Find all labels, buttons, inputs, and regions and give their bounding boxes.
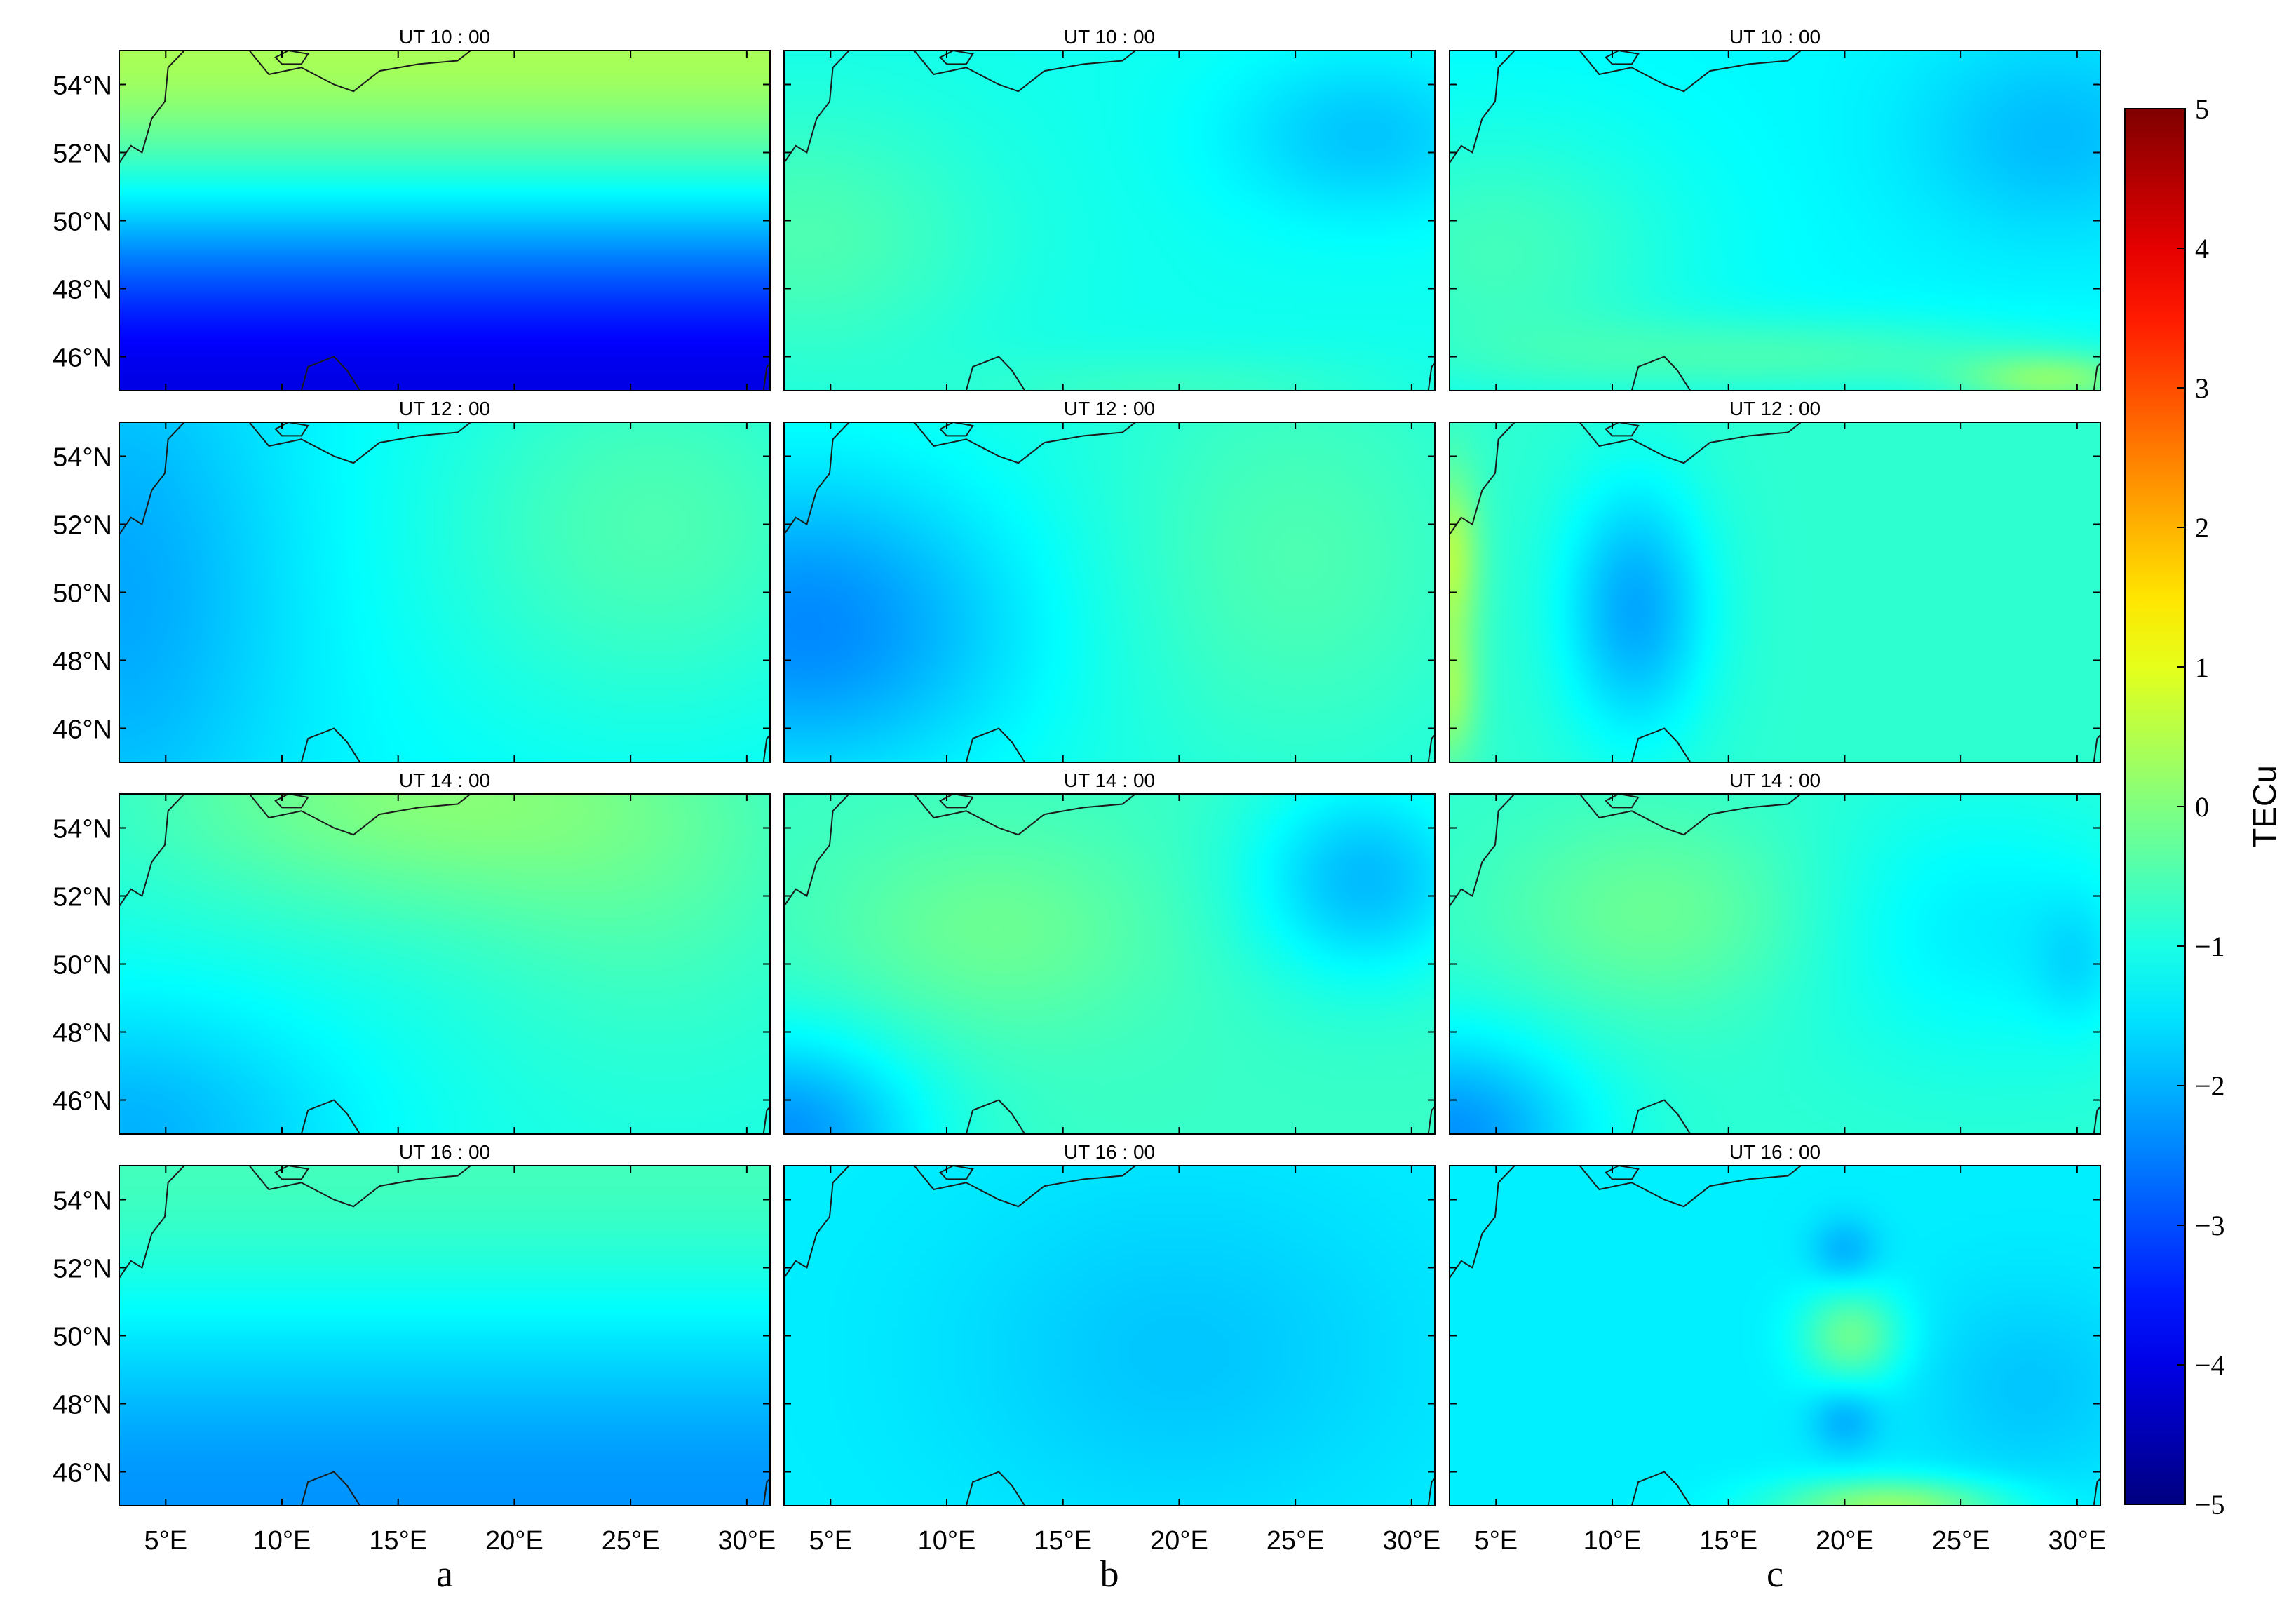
tec-heatmap — [119, 50, 770, 391]
colorbar-tick-label: −4 — [2195, 1349, 2225, 1381]
lat-tick-label: 54°N — [53, 72, 112, 101]
colorbar: −5 −4 −3 −2 −1 0 1 2 3 4 5 TECu — [2124, 93, 2283, 1521]
lon-tick-label: 30°E — [2048, 1526, 2106, 1556]
lon-tick-label: 25°E — [1267, 1526, 1325, 1556]
tec-heatmap — [784, 422, 1435, 762]
lat-tick-label: 52°N — [53, 883, 112, 912]
tec-heatmap — [119, 1166, 770, 1506]
colorbar-tick-label: 1 — [2195, 652, 2209, 683]
map-panel-a-row2: UT 12 : 00 46°N 48°N 50°N 52°N 54°N — [53, 398, 771, 763]
lat-tick-label: 46°N — [53, 1459, 112, 1488]
panel-title: UT 16 : 00 — [1729, 1141, 1821, 1163]
map-panel-b-row1: UT 10 : 00 — [783, 26, 1436, 391]
map-panel-b-row3: UT 14 : 00 — [783, 769, 1436, 1135]
colorbar-tick-label: 3 — [2195, 372, 2209, 404]
colorbar-tick-label: −1 — [2195, 931, 2225, 962]
colorbar-tick-label: 4 — [2195, 233, 2209, 264]
column-label-b: b — [1100, 1553, 1119, 1595]
lon-tick-label: 30°E — [1382, 1526, 1440, 1556]
colorbar-tick-label: 0 — [2195, 791, 2209, 823]
panel-title: UT 10 : 00 — [1729, 26, 1821, 48]
panel-title: UT 14 : 00 — [1064, 769, 1155, 791]
lat-tick-label: 54°N — [53, 443, 112, 473]
lon-tick-label: 20°E — [485, 1526, 543, 1556]
lat-tick-label: 50°N — [53, 208, 112, 237]
tec-heatmap — [784, 50, 1435, 391]
panel-title: UT 14 : 00 — [399, 769, 490, 791]
lat-tick-label: 46°N — [53, 344, 112, 373]
lon-tick-label: 30°E — [717, 1526, 776, 1556]
map-panel-a-row1: UT 10 : 00 46°N 48°N 50°N 52°N 54°N — [53, 26, 771, 391]
lon-tick-label: 10°E — [253, 1526, 311, 1556]
colorbar-label: TECu — [2246, 765, 2283, 848]
map-panel-b-row2: UT 12 : 00 — [783, 398, 1436, 763]
lat-tick-label: 48°N — [53, 276, 112, 305]
map-panel-c-row1: UT 10 : 00 — [1449, 26, 2101, 391]
panel-title: UT 14 : 00 — [1729, 769, 1821, 791]
lat-tick-label: 46°N — [53, 715, 112, 745]
lat-tick-label: 50°N — [53, 951, 112, 980]
lat-tick-label: 54°N — [53, 815, 112, 844]
lat-tick-label: 50°N — [53, 579, 112, 609]
tec-heatmap — [784, 794, 1435, 1134]
panel-title: UT 12 : 00 — [1064, 398, 1155, 419]
column-label-c: c — [1767, 1553, 1783, 1595]
map-panel-b-row4: UT 16 : 00 5°E 10°E 15°E 20°E 25°E 30°E — [783, 1141, 1440, 1556]
lon-tick-label: 20°E — [1150, 1526, 1208, 1556]
map-panel-a-row3: UT 14 : 00 46°N 48°N 50°N 52°N 54°N — [53, 769, 771, 1135]
colorbar-tick-label: 5 — [2195, 93, 2209, 125]
lat-tick-label: 48°N — [53, 1391, 112, 1420]
panel-title: UT 16 : 00 — [399, 1141, 490, 1163]
tec-heatmap — [119, 794, 770, 1134]
tec-heatmap — [1450, 50, 2100, 391]
tec-heatmap — [1450, 1166, 2100, 1506]
map-panel-c-row2: UT 12 : 00 — [1449, 398, 2101, 763]
colorbar-tick-label: −5 — [2195, 1489, 2225, 1521]
map-panel-a-row4: UT 16 : 00 46°N 48°N 50°N 52°N 54°N 5°E 10°E 15°… — [53, 1141, 776, 1556]
colorbar-tick-label: 2 — [2195, 512, 2209, 544]
panel-title: UT 12 : 00 — [399, 398, 490, 419]
colorbar-tick-label: −2 — [2195, 1070, 2225, 1102]
lon-tick-label: 5°E — [809, 1526, 852, 1556]
column-label-a: a — [436, 1553, 453, 1595]
tec-heatmap — [784, 1166, 1435, 1506]
lat-tick-label: 52°N — [53, 511, 112, 541]
tec-heatmap — [1450, 794, 2100, 1134]
lon-tick-label: 15°E — [1034, 1526, 1092, 1556]
lat-tick-label: 54°N — [53, 1187, 112, 1216]
lat-tick-label: 48°N — [53, 1019, 112, 1049]
panel-title: UT 12 : 00 — [1729, 398, 1821, 419]
lat-tick-label: 48°N — [53, 647, 112, 677]
tec-heatmap — [119, 422, 770, 762]
lat-tick-label: 52°N — [53, 1255, 112, 1284]
lat-tick-label: 46°N — [53, 1087, 112, 1117]
lon-tick-label: 25°E — [1932, 1526, 1990, 1556]
map-panel-c-row4: UT 16 : 00 5°E 10°E 15°E 20°E 25°E 30°E — [1449, 1141, 2106, 1556]
lat-tick-label: 52°N — [53, 140, 112, 169]
lon-tick-label: 5°E — [1474, 1526, 1518, 1556]
map-panel-c-row3: UT 14 : 00 — [1449, 769, 2101, 1135]
panel-title: UT 16 : 00 — [1064, 1141, 1155, 1163]
lon-tick-label: 15°E — [369, 1526, 427, 1556]
lon-tick-label: 15°E — [1699, 1526, 1757, 1556]
colorbar-gradient — [2124, 108, 2186, 1505]
lat-tick-label: 50°N — [53, 1323, 112, 1352]
tec-heatmap — [1450, 422, 2100, 762]
lon-tick-label: 5°E — [144, 1526, 187, 1556]
lon-tick-label: 10°E — [1583, 1526, 1642, 1556]
lon-tick-label: 25°E — [602, 1526, 660, 1556]
lon-tick-label: 20°E — [1816, 1526, 1874, 1556]
lon-tick-label: 10°E — [918, 1526, 976, 1556]
panel-title: UT 10 : 00 — [1064, 26, 1155, 48]
panel-title: UT 10 : 00 — [399, 26, 490, 48]
colorbar-tick-label: −3 — [2195, 1210, 2225, 1241]
